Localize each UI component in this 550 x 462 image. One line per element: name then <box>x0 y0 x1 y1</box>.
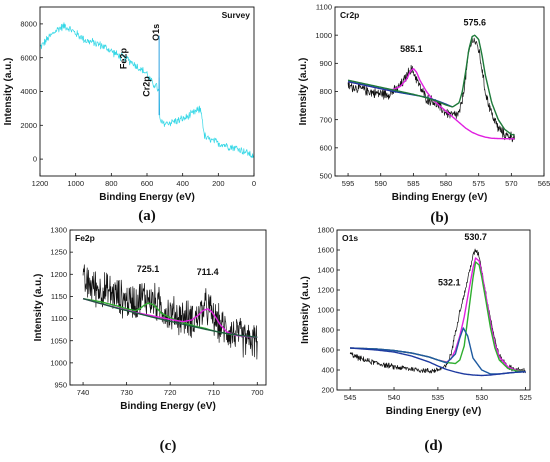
y-tick-label: 1250 <box>50 248 67 257</box>
x-tick-label: 0 <box>252 179 256 188</box>
peak-annotation: 725.1 <box>137 264 160 274</box>
panel-0: 1200 1000 800 600 400 200 002000400060008000Bi… <box>3 6 256 224</box>
x-tick-label: 600 <box>141 179 154 188</box>
x-tick-label: 800 <box>105 179 118 188</box>
x-tick-label: 575 <box>472 179 485 188</box>
y-tick-label: 0 <box>33 155 37 164</box>
y-tick-label: 600 <box>319 143 332 152</box>
y-tick-label: 1600 <box>317 246 334 255</box>
y-tick-label: 1300 <box>50 226 67 235</box>
x-axis-label: Binding Energy (eV) <box>386 406 482 417</box>
x-tick-label: 565 <box>538 179 550 188</box>
x-tick-label: 545 <box>344 393 357 402</box>
x-tick-label: 700 <box>251 388 264 397</box>
y-tick-label: 1000 <box>50 358 67 367</box>
x-tick-label: 710 <box>207 388 220 397</box>
x-tick-label: 535 <box>432 393 445 402</box>
x-tick-label: 595 <box>342 179 355 188</box>
y-tick-label: 4000 <box>20 87 37 96</box>
series-line <box>347 37 515 143</box>
peak-annotation: 575.6 <box>464 17 487 27</box>
x-tick-label: 590 <box>374 179 387 188</box>
panel-label: (c) <box>160 438 177 454</box>
y-axis-label: Intensity (a.u.) <box>33 274 44 342</box>
y-tick-label: 1050 <box>50 336 67 345</box>
y-tick-label: 1100 <box>316 3 332 12</box>
y-tick-label: 1150 <box>51 292 67 301</box>
x-tick-label: 200 <box>212 179 225 188</box>
y-axis-label: Intensity (a.u.) <box>298 58 309 126</box>
x-tick-label: 585 <box>407 179 420 188</box>
series-line <box>347 68 515 140</box>
y-tick-label: 6000 <box>20 53 37 62</box>
y-axis-label: Intensity (a.u.) <box>3 58 14 126</box>
y-tick-label: 400 <box>321 366 334 375</box>
y-tick-label: 1000 <box>315 31 332 40</box>
series-line <box>347 34 515 136</box>
y-tick-label: 1800 <box>317 226 334 235</box>
panel-title: O1s <box>342 233 358 243</box>
y-tick-label: 800 <box>321 326 334 335</box>
plot-frame <box>336 229 531 391</box>
x-tick-label: 400 <box>176 179 189 188</box>
plot-frame <box>69 229 267 386</box>
y-tick-label: 1200 <box>50 270 67 279</box>
x-tick-label: 540 <box>388 393 401 402</box>
y-tick-label: 950 <box>54 381 67 390</box>
y-tick-label: 600 <box>321 346 334 355</box>
x-axis-label: Binding Energy (eV) <box>120 401 216 412</box>
x-tick-label: 525 <box>519 393 532 402</box>
panel-label: (a) <box>138 208 156 224</box>
series-group <box>349 248 526 377</box>
y-tick-label: 1200 <box>317 286 334 295</box>
series-line <box>82 264 258 360</box>
series-group <box>82 264 258 360</box>
panel-1: 595 590 585 580 575 570 565 500 600 700 800 900 1000… <box>298 3 550 226</box>
x-tick-label: 720 <box>164 388 177 397</box>
x-tick-label: 570 <box>505 179 518 188</box>
series-line <box>350 347 526 377</box>
panel-label: (b) <box>430 210 448 226</box>
y-tick-label: 8000 <box>20 20 37 29</box>
series-line <box>40 22 254 159</box>
x-tick-label: 730 <box>120 388 133 397</box>
peak-annotation: Cr2p <box>142 76 152 97</box>
y-tick-label: 800 <box>319 87 332 96</box>
y-tick-label: 900 <box>319 59 332 68</box>
peak-annotation: 711.4 <box>197 267 219 277</box>
y-tick-label: 700 <box>319 115 332 124</box>
series-line <box>82 297 258 338</box>
peak-annotation: Fe2p <box>118 48 128 70</box>
panel-title: Fe2p <box>75 233 95 243</box>
x-tick-label: 740 <box>77 388 90 397</box>
series-line <box>350 257 526 373</box>
x-tick-label: 530 <box>475 393 488 402</box>
x-axis-label: Binding Energy (eV) <box>392 192 488 203</box>
series-group <box>347 34 515 143</box>
y-tick-label: 1100 <box>51 314 67 323</box>
y-tick-label: 200 <box>321 386 334 395</box>
series-group <box>40 22 254 159</box>
x-tick-label: 580 <box>440 179 453 188</box>
peak-annotation: 532.1 <box>438 278 461 288</box>
y-tick-label: 1000 <box>317 306 334 315</box>
panel-title: Cr2p <box>340 10 359 20</box>
series-line <box>349 248 526 374</box>
x-tick-label: 1200 <box>32 179 49 188</box>
y-tick-label: 500 <box>319 172 332 181</box>
y-tick-label: 2000 <box>20 121 37 130</box>
x-axis-label: Binding Energy (eV) <box>99 192 195 203</box>
panel-label: (d) <box>424 438 442 454</box>
peak-annotation: O1s <box>151 24 161 41</box>
y-axis-label: Intensity (a.u.) <box>300 276 311 344</box>
peak-annotation: 530.7 <box>464 232 487 242</box>
panel-2: 740 730 720 710 700 950 1000 1050 1100 1150 1200 12… <box>33 226 267 454</box>
series-line <box>350 327 526 375</box>
panel-3: 545 540 535 530 525 200 400 600 800 1000 1200 1400 1… <box>300 226 532 454</box>
x-tick-label: 1000 <box>67 179 84 188</box>
panel-title: Survey <box>222 10 251 20</box>
y-tick-label: 1400 <box>317 266 334 275</box>
peak-annotation: 585.1 <box>400 44 423 54</box>
